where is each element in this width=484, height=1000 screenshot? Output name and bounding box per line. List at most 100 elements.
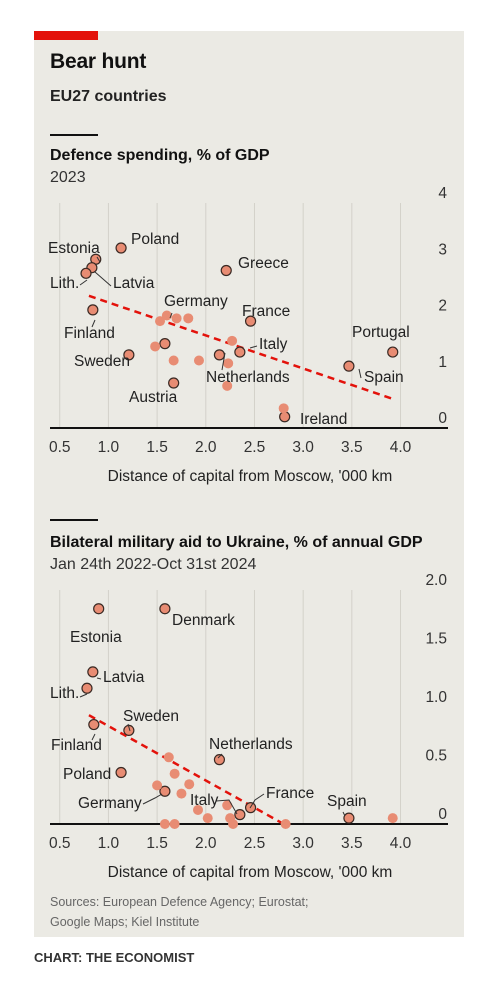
point [202,813,213,824]
point-sweden [123,349,135,361]
x-tick-label: 2.5 [244,835,266,852]
point-label-portugal: Portugal [352,324,410,341]
y-tick-label: 2 [438,298,447,315]
y-tick-label: 0.5 [425,748,447,765]
x-tick-label: 0.5 [49,439,71,456]
y-tick-label: 0 [438,806,447,823]
point-label-italy: Italy [259,336,288,353]
point-portugal [387,346,399,358]
y-tick-label: 4 [438,185,447,202]
point-label-sweden: Sweden [123,708,179,725]
chart1-subtitle: 2023 [50,169,86,186]
point [193,804,203,815]
x-tick-label: 2.0 [195,439,217,456]
y-tick-label: 2.0 [425,572,447,589]
x-tick-label: 2.0 [195,835,217,852]
point-label-germany: Germany [78,795,142,812]
label-leader [127,723,131,732]
point-latvia [87,666,99,678]
x-tick-label: 0.5 [49,835,71,852]
sources-line-1: Sources: European Defence Agency; Eurost… [50,895,309,909]
x-tick-label: 1.5 [146,439,168,456]
x-tick-label: 1.5 [146,835,168,852]
figure-title: Bear hunt [50,50,147,73]
label-leader [249,345,258,349]
point [163,752,174,763]
x-tick-label: 3.0 [292,835,314,852]
point-label-poland: Poland [131,231,179,248]
label-leader [217,753,223,759]
point [171,313,182,324]
label-leader [249,793,265,809]
point-austria [168,377,180,389]
point-label-france: France [242,303,290,320]
x-tick-label: 2.5 [244,439,266,456]
point-label-denmark: Denmark [172,612,235,629]
point [228,819,239,829]
point-label-lith: Lith. [50,275,79,292]
point [223,358,234,369]
point-label-lith: Lith. [50,685,79,702]
point [161,310,172,321]
chart-credit: CHART: THE ECONOMIST [34,950,195,965]
point-label-greece: Greece [238,255,289,272]
point [150,341,161,352]
chart1-rule [50,134,98,136]
point-label-netherlands: Netherlands [206,369,290,386]
point-italy [234,346,246,358]
point-greece [220,264,232,277]
point-label-finland: Finland [51,737,102,754]
x-tick-label: 1.0 [98,835,120,852]
point-label-latvia: Latvia [103,669,145,686]
point-label-poland: Poland [63,766,111,783]
sources-note: Sources: European Defence Agency; Eurost… [50,892,350,932]
y-tick-label: 1.0 [425,689,447,706]
x-axis-title: Distance of capital from Moscow, '000 km [108,468,393,485]
point [222,800,233,811]
point-poland [115,766,127,779]
point-germany [159,338,171,350]
point-finland [87,304,99,316]
point-label-estonia: Estonia [48,240,100,257]
point [184,779,195,790]
chart-panel [34,31,464,937]
y-tick-label: 1.5 [425,631,447,648]
chart2-title: Bilateral military aid to Ukraine, % of … [50,534,423,551]
label-leader [91,733,96,741]
point-netherlands [213,754,226,766]
label-leader [169,312,173,319]
point-label-finland: Finland [64,325,115,342]
point [278,403,289,414]
point-spain [343,360,355,372]
x-tick-label: 4.0 [390,439,412,456]
sources-line-2: Google Maps; Kiel Institute [50,915,200,929]
figure-subtitle: EU27 countries [50,88,167,105]
x-axis-title: Distance of capital from Moscow, '000 km [108,864,393,881]
point-lith [81,682,93,694]
point [193,355,204,366]
point-france [244,315,257,327]
point [159,819,170,829]
point-italy [234,809,246,821]
label-leader [142,793,163,805]
point [183,313,194,324]
chart2-rule [50,519,98,521]
point-label-italy: Italy [190,792,219,809]
point-label-austria: Austria [129,389,178,406]
y-tick-label: 1 [438,354,447,371]
point-lith [80,267,92,279]
point-label-sweden: Sweden [74,353,130,370]
point-label-spain: Spain [327,793,367,810]
point-poland [115,242,127,254]
point [152,780,163,791]
point-label-france: France [266,785,314,802]
chart2-subtitle: Jan 24th 2022-Oct 31st 2024 [50,556,257,573]
label-leader [91,319,96,328]
label-leader [215,799,238,815]
label-leader [79,279,88,286]
y-tick-label: 3 [438,241,447,258]
x-tick-label: 1.0 [98,439,120,456]
label-leader [94,271,112,287]
